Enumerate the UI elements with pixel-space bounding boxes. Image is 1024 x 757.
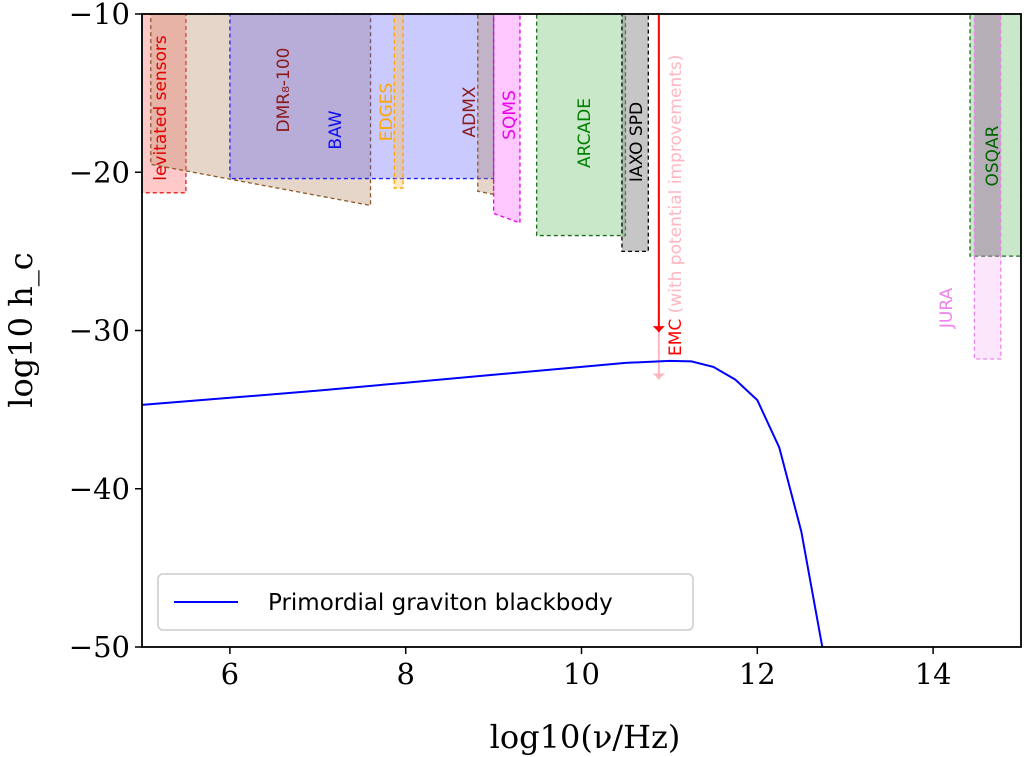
- region-label: levitated sensors: [151, 35, 171, 181]
- region-overlay: [974, 14, 1001, 257]
- region-baw: [229, 13, 495, 180]
- region-label: EDGES: [377, 83, 397, 142]
- emc-arrowhead: [652, 326, 665, 333]
- y-tick-label: −30: [69, 314, 130, 348]
- region-label: IAXO SPD: [627, 102, 647, 182]
- emc-label-main: EMC: [666, 313, 686, 356]
- region-osqar: [969, 13, 1022, 257]
- legend: Primordial graviton blackbody: [157, 573, 694, 631]
- y-tick-label: −10: [69, 0, 130, 31]
- region-label: ARCADE: [575, 98, 595, 168]
- region-label: ADMX: [460, 86, 480, 137]
- x-tick-label: 12: [739, 657, 776, 691]
- emc-label: EMC (with potential improvements): [666, 55, 686, 356]
- legend-entry: Primordial graviton blackbody: [268, 590, 613, 616]
- region-label: SQMS: [500, 90, 520, 140]
- x-tick-label: 8: [396, 657, 414, 691]
- region-label: DMR₈-100: [274, 48, 294, 133]
- region-label: BAW: [326, 110, 346, 149]
- x-tick-label: 6: [221, 657, 239, 691]
- region-dmr-100: [150, 13, 372, 207]
- emc-improved-arrowhead: [652, 373, 665, 380]
- x-tick-label: 10: [563, 657, 600, 691]
- legend-box: [157, 573, 694, 631]
- region-labels: levitated sensors DMR₈-100 BAW EDGES ADMX SQM…: [151, 35, 1003, 329]
- y-tick-label: −50: [69, 630, 130, 664]
- region-layer: [141, 13, 1022, 360]
- emc-arrows: EMC (with potential improvements): [652, 14, 686, 380]
- region-admx: [477, 13, 495, 196]
- region-label: JURA: [937, 288, 957, 330]
- region-edges: [393, 13, 404, 189]
- series-line-primordial-graviton-blackbody: [141, 359, 824, 648]
- axis-ticks: 6 8 10 12 14 −10 −20 −30 −40 −50: [69, 0, 952, 691]
- y-tick-label: −20: [69, 155, 130, 189]
- region-label: OSQAR: [983, 125, 1003, 186]
- x-axis-label: log10(ν/Hz): [490, 718, 681, 756]
- y-tick-label: −40: [69, 472, 130, 506]
- x-tick-label: 14: [915, 657, 952, 691]
- emc-label-note: (with potential improvements): [666, 55, 686, 314]
- y-axis-label: log10 h_c: [2, 252, 40, 407]
